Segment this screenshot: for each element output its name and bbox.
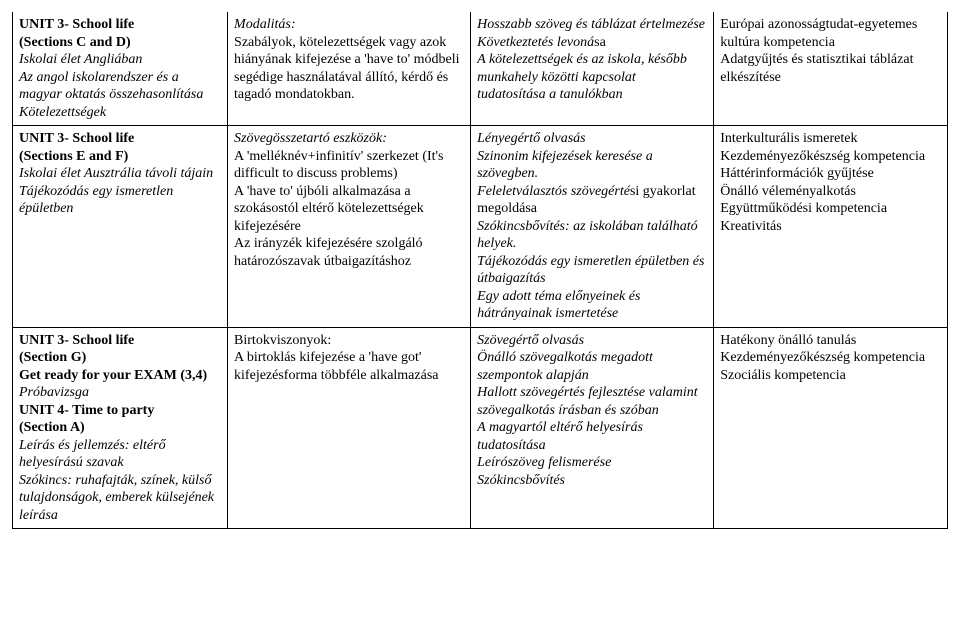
exam-line: Get ready for your EXAM (3,4) [19,367,221,385]
body-line: A kötelezettségek és az iskola, később m… [477,51,707,104]
body-line: Tájékozódás egy ismeretlen épületben és … [477,253,707,288]
body-line: Adatgyűjtés és statisztikai táblázat elk… [720,51,941,86]
body-line: Az irányzék kifejezésére szolgáló határo… [234,235,464,270]
body-line: Szociális kompetencia [720,367,941,385]
cell-unit3g-unit4a-competence: Hatékony önálló tanulás Kezdeményezőkész… [714,327,948,529]
body-line: Szövegértő olvasás [477,332,707,350]
unit-heading: UNIT 3- School life [19,130,221,148]
body-line: Következtetés levonása [477,34,707,52]
table-row: UNIT 3- School life (Sections E and F) I… [13,126,948,328]
body-line: Szinonim kifejezések keresése a szövegbe… [477,148,707,183]
body-line: Önálló véleményalkotás [720,183,941,201]
topic-line: Próbavizsga [19,384,221,402]
cell-unit3ef-competence: Interkulturális ismeretek Kezdeményezőké… [714,126,948,328]
sections-label: (Sections E and F) [19,148,221,166]
cell-unit3g-unit4a-title: UNIT 3- School life (Section G) Get read… [13,327,228,529]
body-line: Európai azonosságtudat-egyetemes kultúra… [720,16,941,51]
cell-unit3cd-title: UNIT 3- School life (Sections C and D) I… [13,12,228,126]
body-line: A birtoklás kifejezése a 'have got' kife… [234,349,464,384]
table-row: UNIT 3- School life (Sections C and D) I… [13,12,948,126]
topic-line: Szókincs: ruhafajták, színek, külső tula… [19,472,221,525]
body-line: Kezdeményezőkészség kompetencia [720,148,941,166]
body-line: Szókincsbővítés: az iskolában található … [477,218,707,253]
body-line: Leírószöveg felismerése [477,454,707,472]
unit-heading: UNIT 3- School life [19,16,221,34]
topic-line: Iskolai élet Angliában [19,51,221,69]
cell-unit3ef-grammar: Szövegösszetartó eszközök: A 'melléknév+… [228,126,471,328]
sections-label: (Section A) [19,419,221,437]
cell-unit3cd-grammar: Modalitás: Szabályok, kötelezettségek va… [228,12,471,126]
body-line: Önálló szövegalkotás megadott szempontok… [477,349,707,384]
cell-unit3g-unit4a-skills: Szövegértő olvasás Önálló szövegalkotás … [471,327,714,529]
topic-line: Kötelezettségek [19,104,221,122]
body-line: Hatékony önálló tanulás [720,332,941,350]
body-line: Kezdeményezőkészség kompetencia [720,349,941,367]
body-line: Szókincsbővítés [477,472,707,490]
heading-line: Birtokviszonyok: [234,332,464,350]
cell-unit3cd-skills: Hosszabb szöveg és táblázat értelmezése … [471,12,714,126]
sections-label: (Section G) [19,349,221,367]
topic-line: Az angol iskolarendszer és a magyar okta… [19,69,221,104]
cell-unit3g-unit4a-grammar: Birtokviszonyok: A birtoklás kifejezése … [228,327,471,529]
body-line: Háttérinformációk gyűjtése [720,165,941,183]
body-line: A 'melléknév+infinitív' szerkezet (It's … [234,148,464,183]
body-line: Hallott szövegértés fejlesztése valamint… [477,384,707,419]
curriculum-table: UNIT 3- School life (Sections C and D) I… [12,12,948,529]
body-line: A 'have to' újbóli alkalmazása a szokáso… [234,183,464,236]
topic-line: Tájékozódás egy ismeretlen épületben [19,183,221,218]
topic-line: Leírás és jellemzés: eltérő helyesírású … [19,437,221,472]
body-line: Szabályok, kötelezettségek vagy azok hiá… [234,34,464,104]
cell-unit3cd-competence: Európai azonosságtudat-egyetemes kultúra… [714,12,948,126]
body-line: Egy adott téma előnyeinek és hátrányaina… [477,288,707,323]
body-line: Interkulturális ismeretek [720,130,941,148]
cell-unit3ef-skills: Lényegértő olvasás Szinonim kifejezések … [471,126,714,328]
body-line: A magyartól eltérő helyesírás tudatosítá… [477,419,707,454]
unit-heading: UNIT 4- Time to party [19,402,221,420]
body-line: Hosszabb szöveg és táblázat értelmezése [477,16,707,34]
topic-line: Iskolai élet Ausztrália távoli tájain [19,165,221,183]
body-line: Lényegértő olvasás [477,130,707,148]
heading-line: Szövegösszetartó eszközök: [234,130,464,148]
heading-line: Modalitás: [234,16,464,34]
unit-heading: UNIT 3- School life [19,332,221,350]
cell-unit3ef-title: UNIT 3- School life (Sections E and F) I… [13,126,228,328]
table-row: UNIT 3- School life (Section G) Get read… [13,327,948,529]
body-line: Együttműködési kompetencia [720,200,941,218]
body-line: Feleletválasztós szövegértési gyakorlat … [477,183,707,218]
body-line: Kreativitás [720,218,941,236]
sections-label: (Sections C and D) [19,34,221,52]
